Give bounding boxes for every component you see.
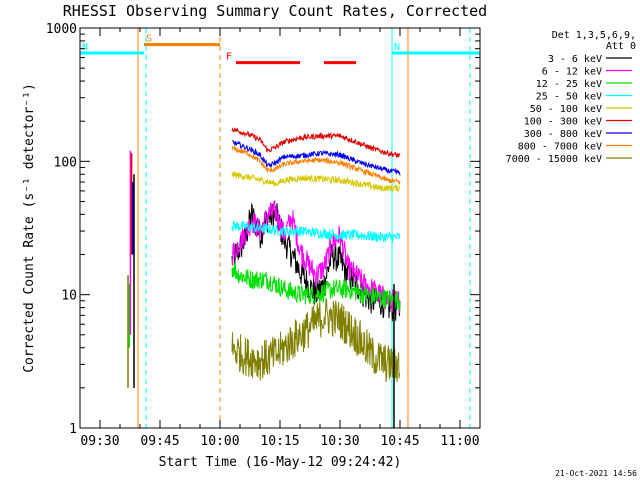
axes: 09:30 09:45 10:00 10:15 10:30 10:45 11:00 1 10 10… (46, 22, 481, 449)
series-line-7 (232, 145, 401, 185)
legend-label-5: 100 - 300 keV (524, 117, 602, 128)
x-tick-label-5: 10:45 (380, 434, 419, 449)
legend: Det 1,3,5,6,9,Att 0 3 - 6 keV 6 - 12 keV12… (506, 30, 636, 165)
flag-label-3: F (226, 52, 232, 63)
x-tick-label-4: 10:30 (320, 434, 359, 449)
legend-label-6: 300 - 800 keV (524, 129, 602, 140)
legend-label-2: 12 - 25 keV (536, 79, 602, 90)
legend-header-0: Det 1,3,5,6,9, (552, 30, 636, 41)
legend-header-1: Att 0 (606, 41, 636, 52)
x-axis-label: Start Time (16-May-12 09:24:42) (159, 455, 402, 470)
x-tick-label-6: 11:00 (440, 434, 479, 449)
x-tick-label-3: 10:15 (260, 434, 299, 449)
series-line-3 (231, 220, 401, 243)
flag-label-1: N (82, 42, 88, 53)
plot-content: S N N F (80, 28, 480, 428)
flag-label-0: S (146, 34, 152, 45)
series-line-4 (231, 171, 401, 193)
legend-label-7: 800 - 7000 keV (518, 142, 602, 153)
series-line-8 (231, 297, 401, 382)
y-tick-label-0: 1 (69, 422, 77, 437)
series-line-6 (231, 140, 401, 176)
date-stamp: 21-Oct-2021 14:56 (555, 469, 637, 478)
legend-label-1: 6 - 12 keV (542, 67, 602, 78)
y-tick-label-1: 10 (61, 289, 77, 304)
series-line-5 (231, 127, 401, 158)
series-line-2 (231, 263, 401, 311)
x-tick-label-0: 09:30 (80, 434, 119, 449)
y-axis-label: Corrected Count Rate (s⁻¹ detector⁻¹) (22, 83, 37, 373)
legend-label-3: 25 - 50 keV (536, 92, 602, 103)
x-tick-label-2: 10:00 (200, 434, 239, 449)
y-tick-label-3: 1000 (46, 22, 77, 37)
legend-label-4: 50 - 100 keV (530, 104, 602, 115)
legend-label-8: 7000 - 15000 keV (506, 154, 602, 165)
chart-title: RHESSI Observing Summary Count Rates, Co… (63, 2, 487, 20)
plot-area: S N N F (80, 28, 480, 428)
y-tick-label-2: 100 (54, 155, 77, 170)
flag-label-2: N (394, 42, 400, 53)
legend-label-0: 3 - 6 keV (548, 54, 602, 65)
x-tick-label-1: 09:45 (140, 434, 179, 449)
